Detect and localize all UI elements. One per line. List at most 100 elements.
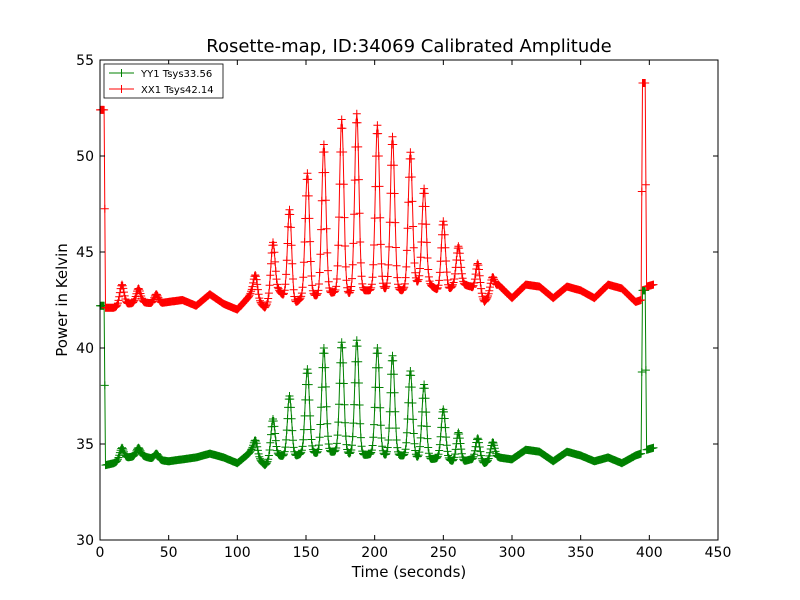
data-point-xx1	[475, 271, 484, 280]
data-point-xx1	[649, 280, 658, 289]
data-point-yy1	[295, 450, 304, 459]
data-point-xx1	[315, 268, 324, 277]
data-point-yy1	[392, 436, 401, 444]
data-point-xx1	[322, 224, 331, 233]
data-point-xx1	[356, 238, 365, 246]
data-point-yy1	[100, 381, 109, 390]
data-point-yy1	[348, 432, 357, 441]
data-point-xx1	[357, 272, 366, 281]
data-point-xx1	[377, 259, 386, 268]
data-point-yy1	[407, 371, 416, 380]
data-point-xx1	[388, 132, 397, 141]
plot-frame	[99, 59, 719, 541]
data-point-yy1	[384, 436, 393, 444]
data-point-xx1	[454, 242, 463, 251]
data-point-xx1	[358, 279, 367, 288]
data-point-xx1	[367, 280, 376, 289]
data-point-xx1	[313, 290, 321, 299]
data-point-yy1	[119, 446, 128, 454]
data-point-xx1	[341, 242, 350, 250]
data-point-xx1	[381, 283, 390, 292]
data-point-xx1	[455, 249, 464, 258]
data-point-xx1	[115, 292, 124, 301]
data-point-yy1	[267, 430, 275, 439]
legend-box	[103, 63, 224, 99]
data-point-yy1	[485, 451, 494, 460]
data-point-xx1	[477, 289, 486, 298]
data-point-xx1	[307, 272, 316, 280]
data-point-yy1	[332, 439, 341, 448]
data-point-yy1	[637, 449, 646, 458]
data-point-yy1	[423, 434, 432, 443]
data-point-xx1	[355, 209, 364, 218]
data-point-xx1	[470, 275, 479, 284]
data-point-xx1	[153, 292, 162, 300]
data-point-yy1	[322, 402, 331, 411]
data-point-xx1	[420, 189, 429, 198]
data-point-xx1	[263, 298, 272, 306]
data-point-yy1	[388, 351, 397, 360]
data-point-yy1	[449, 455, 458, 464]
data-point-yy1	[374, 349, 383, 358]
data-point-yy1	[354, 379, 363, 387]
data-point-yy1	[355, 401, 364, 409]
data-point-xx1	[400, 279, 409, 288]
data-point-xx1	[433, 284, 442, 293]
data-point-yy1	[337, 338, 346, 347]
data-point-xx1	[456, 256, 465, 265]
data-point-yy1	[316, 420, 325, 429]
data-point-xx1	[340, 213, 349, 222]
data-point-yy1	[637, 368, 646, 376]
data-point-xx1	[271, 267, 280, 276]
data-point-xx1	[100, 204, 109, 213]
data-point-xx1	[403, 224, 412, 233]
data-point-xx1	[352, 109, 361, 118]
data-point-xx1	[376, 213, 385, 222]
data-point-yy1	[486, 448, 494, 457]
data-point-xx1	[401, 273, 410, 282]
data-point-xx1	[451, 269, 459, 278]
data-point-yy1	[332, 444, 341, 452]
data-point-yy1	[484, 456, 492, 465]
data-point-yy1	[443, 447, 452, 456]
data-point-yy1	[247, 445, 256, 453]
data-point-xx1	[282, 270, 291, 279]
data-point-xx1	[367, 283, 376, 292]
data-point-xx1	[313, 289, 322, 298]
data-point-xx1	[389, 140, 398, 149]
data-point-xx1	[270, 248, 279, 257]
data-point-yy1	[422, 408, 431, 417]
data-point-yy1	[303, 365, 312, 374]
data-point-yy1	[113, 456, 122, 465]
data-point-xx1	[332, 275, 341, 283]
data-point-xx1	[299, 273, 308, 282]
data-point-xx1	[288, 259, 297, 268]
data-point-yy1	[271, 436, 280, 445]
data-point-yy1	[245, 449, 253, 458]
data-point-yy1	[368, 441, 377, 450]
data-point-yy1	[306, 425, 315, 434]
data-point-yy1	[641, 366, 650, 375]
x-tick-label: 200	[361, 545, 388, 561]
data-point-yy1	[113, 455, 122, 464]
data-point-xx1	[298, 283, 307, 292]
data-point-xx1	[420, 184, 429, 193]
x-tick-label: 0	[96, 545, 105, 561]
data-point-yy1	[424, 443, 433, 452]
data-point-xx1	[354, 142, 363, 151]
data-point-yy1	[450, 453, 459, 462]
data-point-yy1	[376, 403, 385, 412]
data-point-xx1	[354, 175, 363, 184]
data-point-xx1	[349, 239, 358, 248]
data-point-xx1	[637, 296, 646, 304]
data-point-yy1	[299, 425, 308, 434]
data-point-xx1	[406, 148, 415, 157]
data-point-yy1	[408, 399, 417, 407]
data-point-xx1	[385, 242, 394, 251]
y-tick-label: 30	[76, 533, 94, 549]
data-point-yy1	[262, 459, 271, 467]
y-tick-label: 40	[76, 341, 94, 357]
data-point-xx1	[481, 296, 490, 305]
data-point-xx1	[271, 257, 280, 266]
data-point-xx1	[253, 285, 262, 294]
